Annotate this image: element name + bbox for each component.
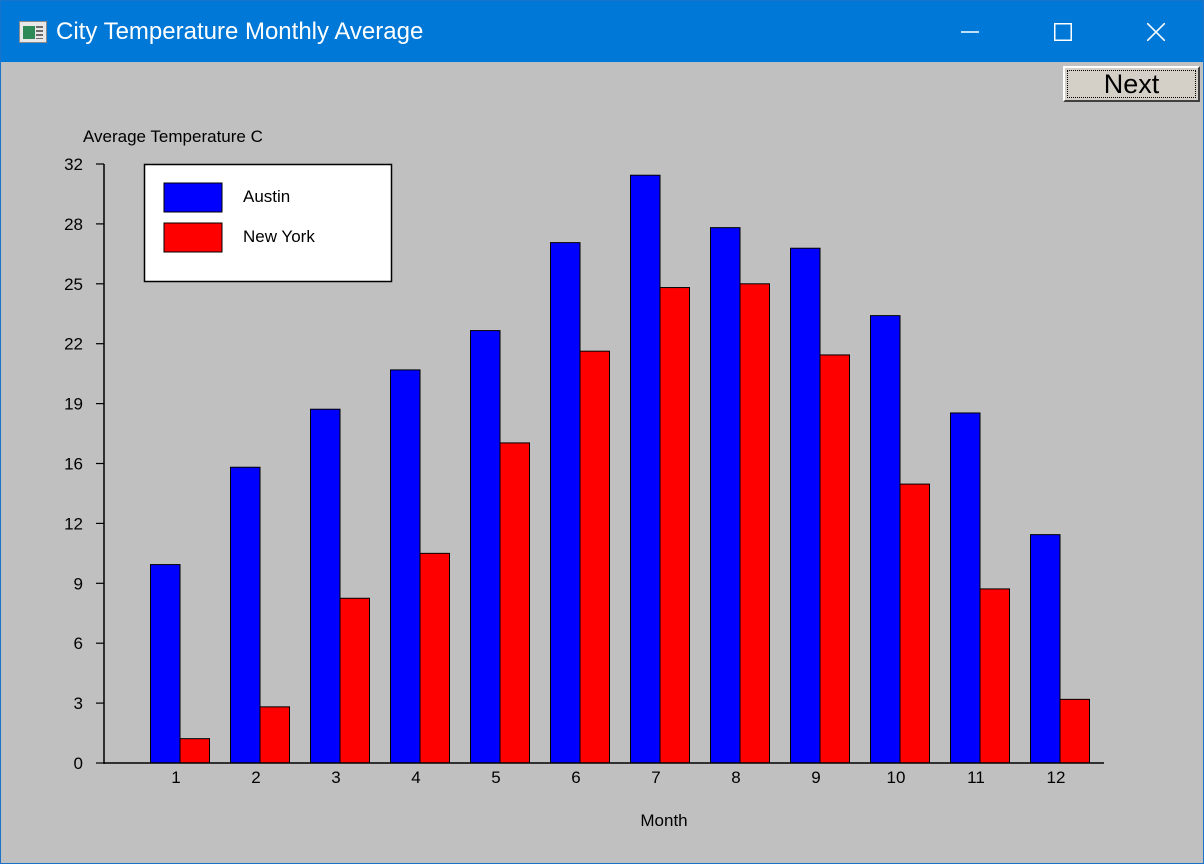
x-tick-label: 11 [967, 768, 985, 787]
bar-new-york-month-4 [419, 552, 450, 764]
bar-austin-month-6 [550, 242, 581, 764]
bar-new-york-month-5 [499, 442, 530, 764]
y-tick-label: 19 [64, 395, 83, 414]
x-tick-label: 2 [251, 768, 260, 787]
bar-austin-month-4 [390, 369, 421, 764]
bar-new-york-month-1 [179, 738, 210, 764]
legend-swatch-new-york [163, 222, 223, 253]
y-tick-label: 22 [64, 335, 83, 354]
y-tick-label: 12 [64, 514, 83, 533]
x-tick-label: 3 [331, 768, 340, 787]
bar-new-york-month-9 [819, 354, 850, 764]
bar-austin-month-11 [950, 412, 981, 764]
y-tick-label: 6 [74, 634, 83, 653]
x-tick-label: 9 [811, 768, 820, 787]
y-tick-label: 28 [64, 215, 83, 234]
legend-label-new-york: New York [243, 227, 315, 246]
bar-new-york-month-2 [259, 706, 290, 764]
y-tick-label: 16 [64, 455, 83, 474]
bar-austin-month-5 [470, 330, 501, 764]
x-tick-label: 4 [411, 768, 420, 787]
next-button[interactable]: Next [1063, 66, 1200, 102]
app-icon [19, 21, 47, 43]
bar-austin-month-1 [150, 564, 181, 764]
x-tick-label: 10 [887, 768, 906, 787]
minimize-button[interactable] [947, 11, 993, 53]
bar-new-york-month-8 [739, 283, 770, 764]
y-tick-label: 32 [64, 155, 83, 174]
y-tick-label: 9 [74, 574, 83, 593]
bar-new-york-month-7 [659, 287, 690, 764]
y-tick-label: 3 [74, 694, 83, 713]
x-tick-label: 8 [731, 768, 740, 787]
y-tick-label: 25 [64, 275, 83, 294]
y-tick-label: 0 [74, 754, 83, 773]
legend-label-austin: Austin [243, 187, 290, 206]
bar-austin-month-8 [710, 227, 741, 764]
y-axis-title: Average Temperature C [83, 127, 263, 146]
close-button[interactable] [1133, 11, 1179, 53]
bar-austin-month-9 [790, 247, 821, 764]
bar-austin-month-3 [310, 408, 341, 764]
bar-new-york-month-12 [1059, 698, 1090, 764]
x-axis-title: Month [640, 811, 687, 830]
bar-new-york-month-11 [979, 588, 1010, 764]
bar-austin-month-7 [630, 174, 661, 764]
x-tick-label: 12 [1047, 768, 1066, 787]
x-tick-label: 7 [651, 768, 660, 787]
minimize-icon [961, 31, 979, 33]
legend: Austin New York [143, 163, 393, 283]
bar-new-york-month-3 [339, 597, 370, 764]
title-bar[interactable]: City Temperature Monthly Average [1, 1, 1203, 62]
bar-new-york-month-10 [899, 483, 930, 764]
bar-austin-month-12 [1030, 534, 1061, 764]
bar-new-york-month-6 [579, 350, 610, 764]
bar-austin-month-10 [870, 315, 901, 764]
x-tick-label: 1 [171, 768, 180, 787]
maximize-icon [1054, 23, 1072, 41]
bar-austin-month-2 [230, 466, 261, 764]
x-tick-label: 5 [491, 768, 500, 787]
x-tick-label: 6 [571, 768, 580, 787]
maximize-button[interactable] [1040, 11, 1086, 53]
close-icon [1147, 23, 1165, 41]
window-title: City Temperature Monthly Average [56, 18, 424, 45]
legend-swatch-austin [163, 182, 223, 213]
